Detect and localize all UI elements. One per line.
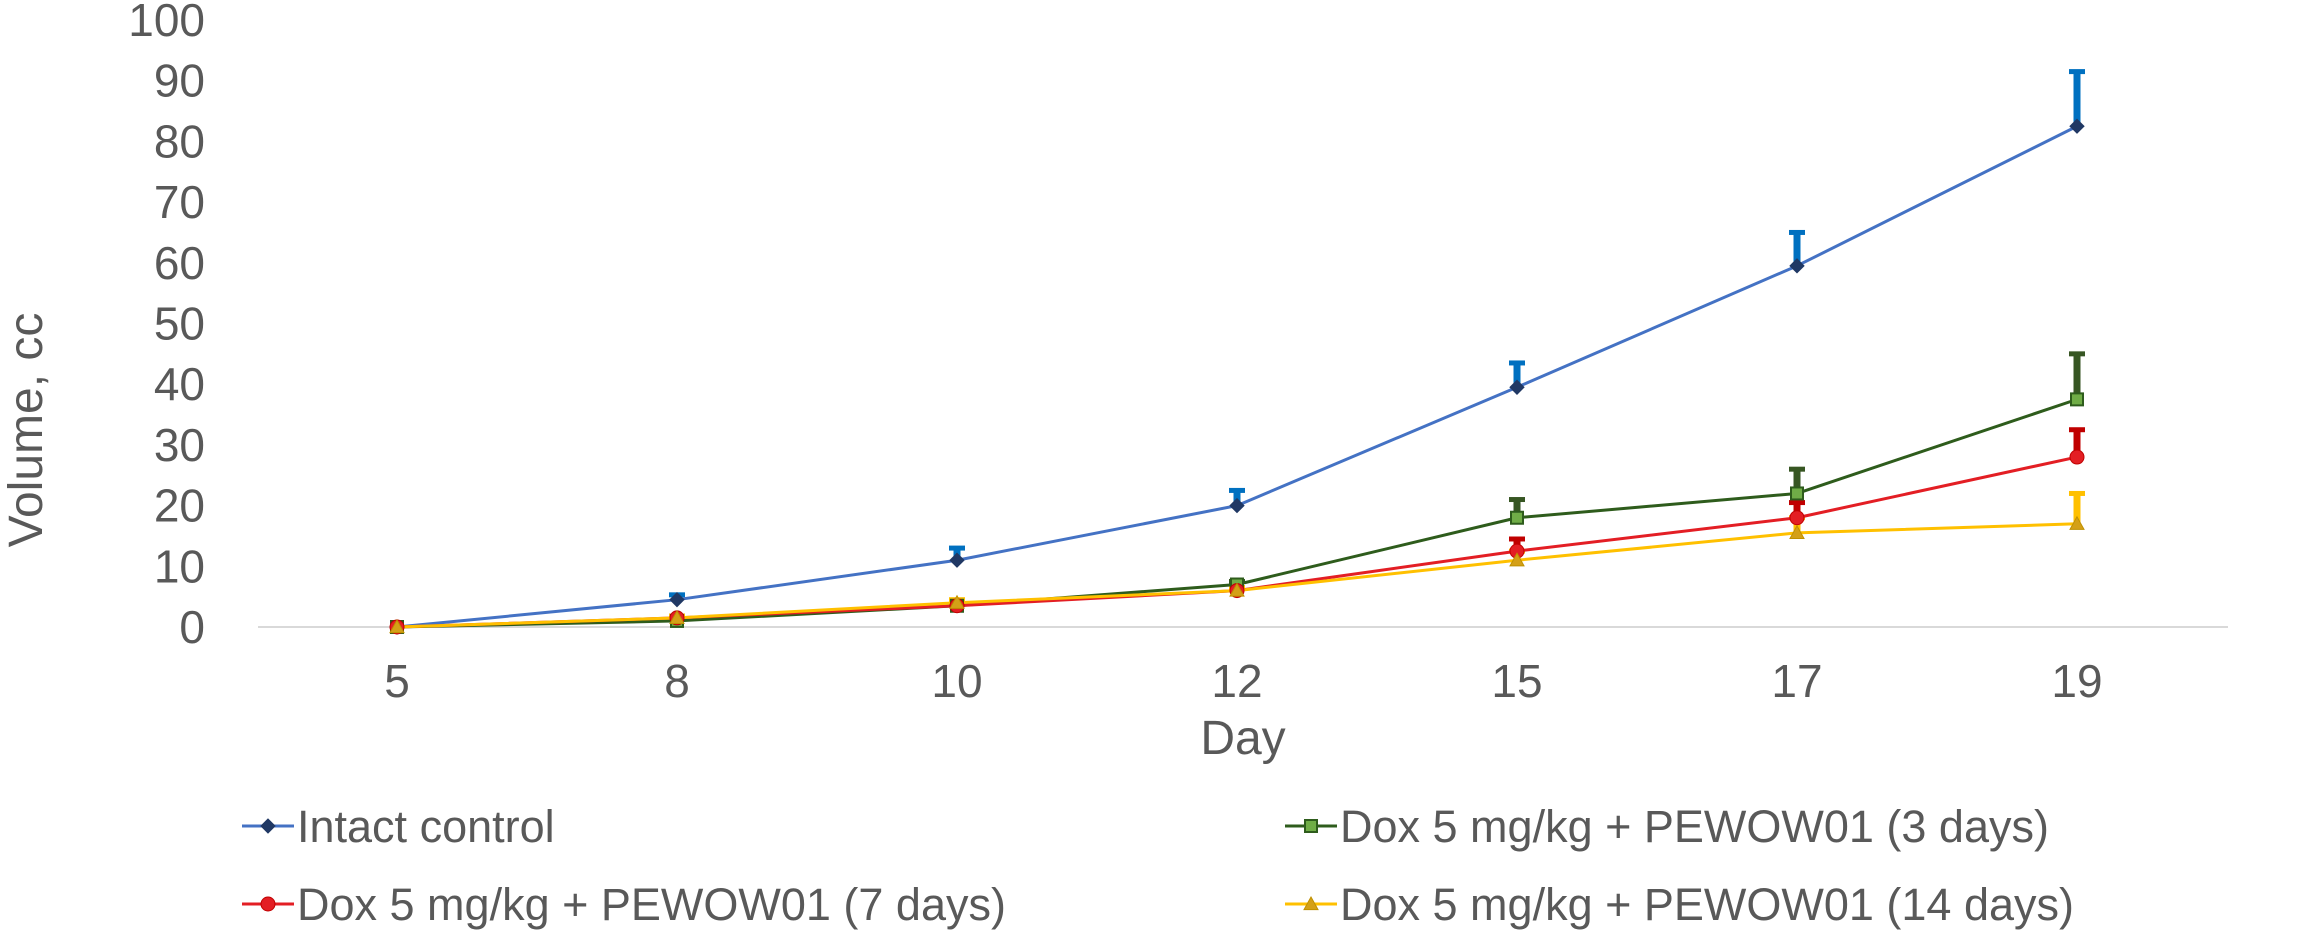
x-tick-label: 5 (384, 655, 410, 707)
markers-layer (389, 118, 2085, 635)
data-point-intact-control (2069, 118, 2085, 134)
error-bars-layer (669, 69, 2085, 619)
x-axis-title: Day (1200, 712, 1285, 765)
y-tick-label: 50 (154, 298, 205, 350)
x-tick-label: 8 (664, 655, 690, 707)
legend-marker (260, 818, 276, 834)
x-tick-label: 19 (2051, 655, 2102, 707)
data-point-intact-control (1509, 379, 1525, 395)
y-tick-label: 10 (154, 540, 205, 592)
legend-marker (1304, 819, 1318, 833)
data-point-intact-control (1229, 497, 1245, 514)
y-tick-label: 70 (154, 176, 205, 228)
x-tick-label: 17 (1771, 655, 1822, 707)
y-tick-label: 60 (154, 237, 205, 289)
data-point-dox-5-mg-kg-pewow01-14-days (949, 594, 965, 609)
x-tick-label: 10 (931, 655, 982, 707)
x-tick-label: 12 (1211, 655, 1262, 707)
data-point-dox-5-mg-kg-pewow01-3-days (1510, 510, 1524, 525)
legend-item-dox-5-mg-kg-pewow01-7-days: Dox 5 mg/kg + PEWOW01 (7 days) (242, 879, 1006, 930)
data-point-dox-5-mg-kg-pewow01-3-days (2070, 392, 2084, 407)
legend-item-intact-control: Intact control (242, 801, 555, 852)
y-tick-label: 20 (154, 480, 205, 532)
legend-label: Intact control (297, 801, 555, 852)
data-point-dox-5-mg-kg-pewow01-7-days (1789, 510, 1805, 526)
y-tick-label: 80 (154, 115, 205, 167)
legend-item-dox-5-mg-kg-pewow01-3-days: Dox 5 mg/kg + PEWOW01 (3 days) (1285, 801, 2049, 852)
data-point-intact-control (669, 591, 685, 608)
series-line-intact-control (396, 124, 2078, 629)
y-tick-label: 90 (154, 55, 205, 107)
data-point-dox-5-mg-kg-pewow01-14-days (1789, 524, 1805, 540)
legend-label: Dox 5 mg/kg + PEWOW01 (3 days) (1340, 801, 2049, 852)
data-point-dox-5-mg-kg-pewow01-14-days (669, 609, 685, 624)
data-point-intact-control (949, 552, 965, 568)
data-point-dox-5-mg-kg-pewow01-7-days (2069, 449, 2085, 465)
x-tick-label: 15 (1491, 655, 1542, 707)
legend: Intact control Dox 5 mg/kg + PEWOW01 (3 d… (242, 801, 2074, 930)
y-axis-title: Volume, cc (0, 313, 53, 548)
legend-marker (260, 896, 276, 912)
series-line-dox-5-mg-kg-pewow01-14-days (396, 522, 2078, 629)
legend-label: Dox 5 mg/kg + PEWOW01 (14 days) (1340, 879, 2074, 930)
y-tick-label: 100 (128, 0, 205, 46)
data-point-dox-5-mg-kg-pewow01-3-days (1790, 486, 1804, 501)
legend-label: Dox 5 mg/kg + PEWOW01 (7 days) (297, 879, 1006, 930)
y-tick-label: 0 (179, 601, 205, 653)
data-point-intact-control (1789, 258, 1805, 274)
data-point-dox-5-mg-kg-pewow01-14-days (2069, 515, 2085, 530)
y-tick-label: 30 (154, 419, 205, 471)
data-point-dox-5-mg-kg-pewow01-14-days (389, 618, 405, 634)
legend-marker (1303, 895, 1319, 911)
axes-layer: 0 10 20 30 40 50 60 70 80 90 100 5 8 10 12 15 17 19 Day Vol… (0, 0, 2228, 765)
data-point-dox-5-mg-kg-pewow01-14-days (1509, 552, 1525, 567)
data-point-dox-5-mg-kg-pewow01-14-days (1229, 582, 1245, 597)
legend-item-dox-5-mg-kg-pewow01-14-days: Dox 5 mg/kg + PEWOW01 (14 days) (1285, 879, 2074, 930)
series-lines-layer (396, 124, 2078, 629)
y-tick-label: 40 (154, 358, 205, 410)
